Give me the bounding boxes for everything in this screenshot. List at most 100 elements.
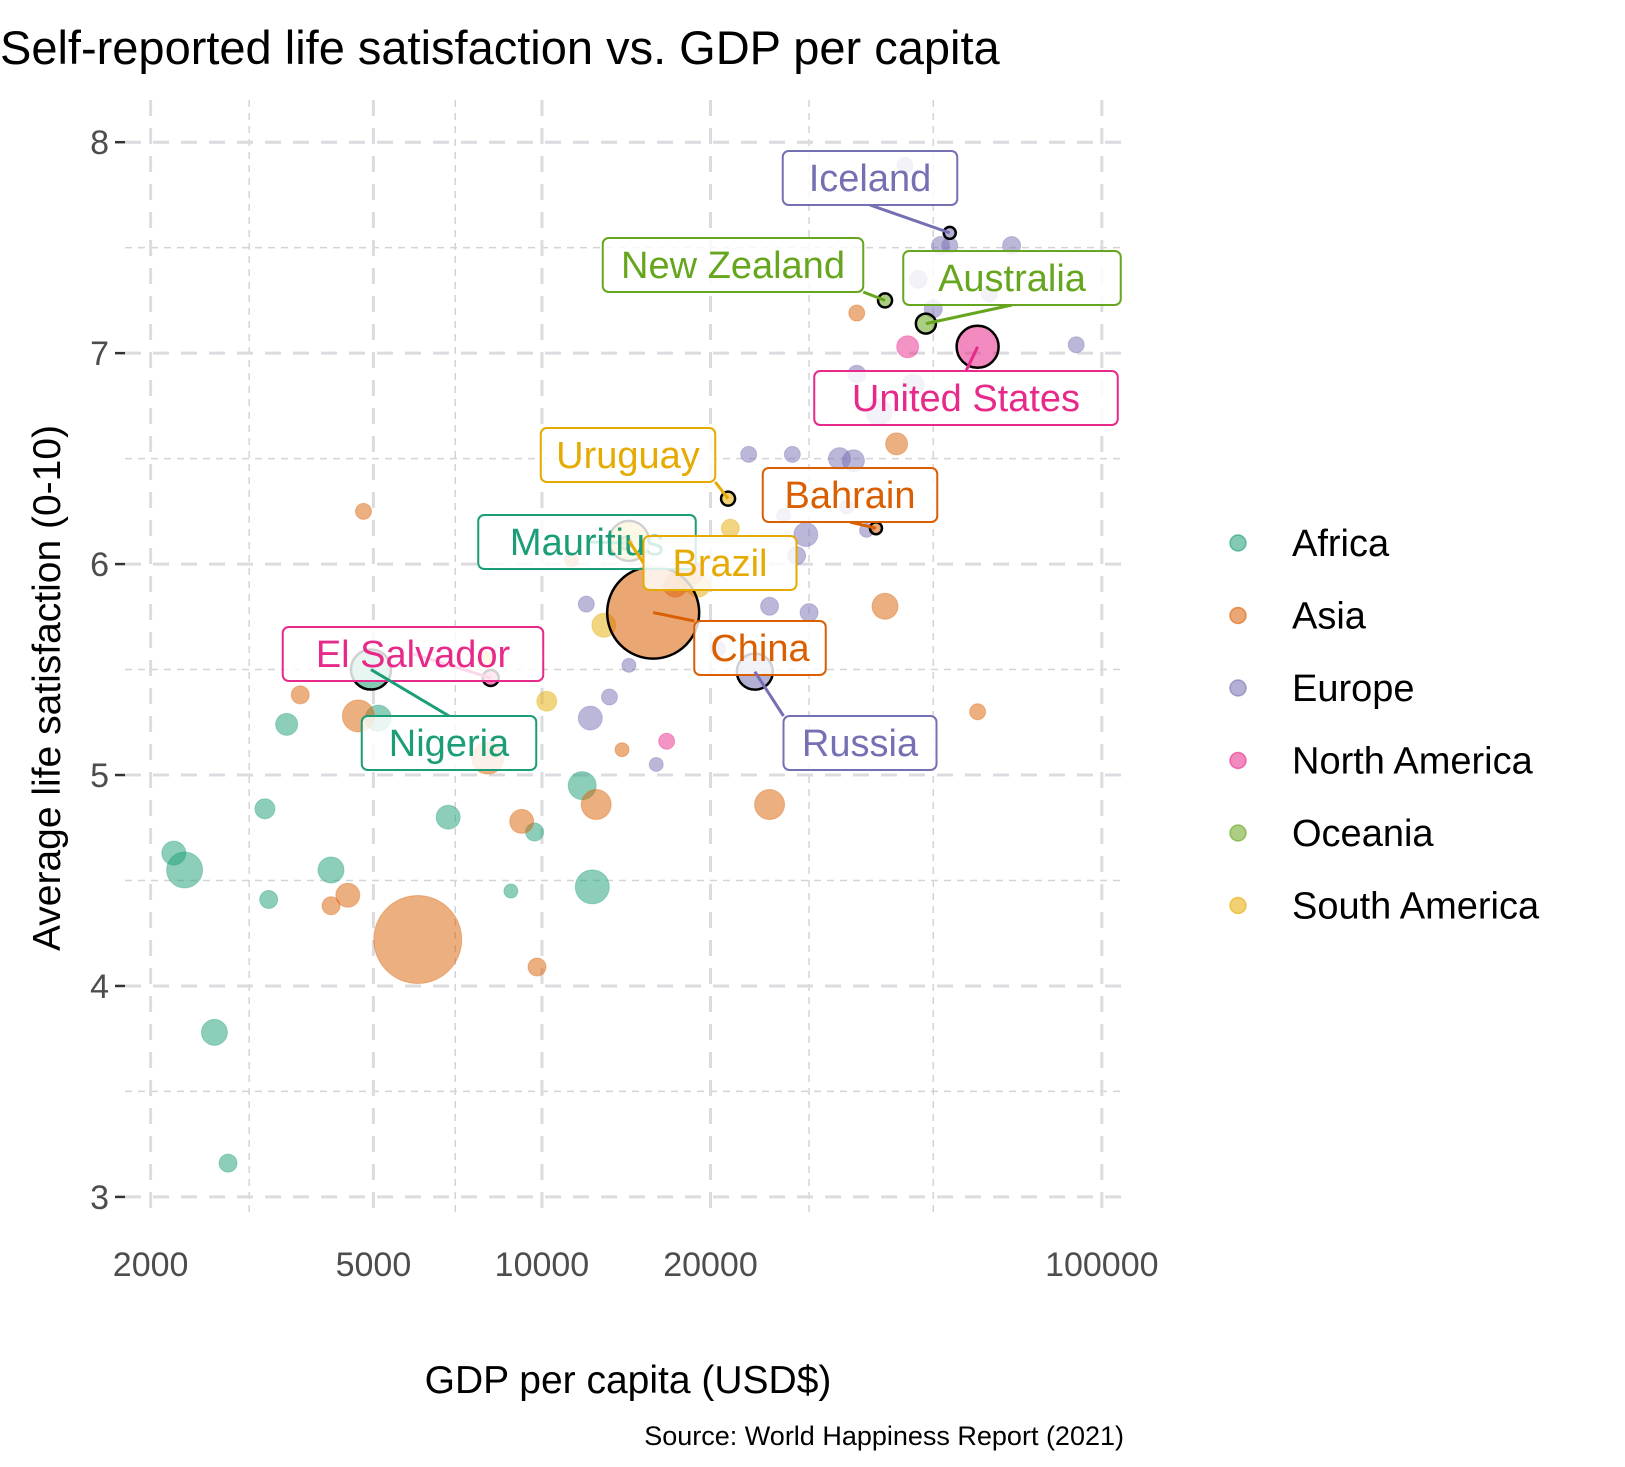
country-label-box	[761, 467, 939, 523]
legend-label: North America	[1292, 741, 1534, 783]
chart-caption: Source: World Happiness Report (2021)	[644, 1421, 1124, 1451]
data-point	[614, 742, 630, 758]
country-label-box	[782, 715, 938, 771]
country-label: Australia	[938, 258, 1087, 300]
data-point	[290, 685, 310, 705]
country-label: El Salvador	[316, 634, 511, 676]
country-label: China	[710, 628, 810, 670]
x-tick-label: 2000	[113, 1246, 189, 1284]
legend-label: Europe	[1292, 668, 1415, 710]
label-leader-line	[869, 203, 951, 235]
country-label-box	[281, 626, 545, 682]
y-tick-label: 5	[90, 757, 109, 795]
x-tick-label: 10000	[495, 1246, 590, 1284]
legend-marker	[1229, 679, 1247, 697]
data-point	[335, 882, 361, 908]
data-point	[648, 756, 664, 772]
data-point	[580, 789, 612, 821]
country-label: Iceland	[809, 158, 932, 200]
country-label-box	[902, 250, 1122, 306]
country-label: New Zealand	[621, 245, 845, 287]
data-point	[354, 502, 372, 520]
axes-layer: 3 4 5 6 7 8 2000 5000 10000 20000 100000	[90, 124, 1158, 1284]
data-point	[896, 335, 920, 359]
country-labels-layer: Iceland New Zealand Australia United States…	[281, 150, 1122, 771]
label-leader-line	[652, 611, 695, 623]
data-point	[574, 869, 610, 905]
x-axis-title: GDP per capita (USD$)	[425, 1359, 832, 1402]
label-leader-line	[370, 668, 450, 718]
data-point	[435, 804, 461, 830]
legend-label: South America	[1292, 886, 1540, 928]
y-axis-title: Average life satisfaction (0-10)	[26, 425, 69, 951]
data-point	[275, 712, 299, 736]
data-point	[871, 592, 899, 620]
data-point	[720, 518, 740, 538]
data-point	[317, 856, 345, 884]
legend: Africa Asia Europe North America Oceania Sout…	[1229, 523, 1540, 928]
data-point	[577, 595, 595, 613]
label-leader-line	[925, 303, 1013, 326]
data-point	[373, 895, 463, 985]
country-label: Brazil	[672, 543, 767, 585]
data-point	[536, 690, 558, 712]
country-label: Uruguay	[556, 435, 700, 477]
y-tick-label: 7	[90, 335, 109, 373]
country-label: United States	[852, 378, 1080, 420]
country-label-box	[693, 620, 827, 676]
label-leader-line	[627, 540, 645, 564]
country-label: Nigeria	[389, 723, 510, 765]
data-point	[760, 596, 780, 616]
data-point	[503, 883, 519, 899]
country-label-box	[813, 370, 1119, 426]
x-tick-label: 100000	[1045, 1246, 1158, 1284]
country-label-box	[360, 715, 538, 771]
legend-label: Africa	[1292, 523, 1390, 565]
data-point	[166, 851, 204, 889]
data-point	[1067, 336, 1085, 354]
country-label-box	[781, 150, 959, 206]
data-point	[509, 808, 535, 834]
data-point	[740, 445, 758, 463]
x-tick-label: 20000	[663, 1246, 758, 1284]
data-point	[259, 889, 279, 909]
data-point	[783, 445, 801, 463]
data-point	[621, 657, 637, 673]
label-leader-line	[849, 520, 877, 530]
data-point	[200, 1018, 228, 1046]
country-label-box	[601, 237, 865, 293]
y-tick-label: 8	[90, 124, 109, 162]
country-label-box	[539, 427, 717, 483]
y-tick-label: 4	[90, 968, 109, 1006]
country-label: Russia	[802, 723, 919, 765]
legend-marker	[1229, 751, 1247, 770]
label-leader-line	[964, 346, 979, 372]
legend-label: Oceania	[1292, 813, 1434, 855]
y-tick-label: 3	[90, 1179, 109, 1217]
data-point	[527, 957, 547, 977]
data-point	[799, 603, 819, 623]
country-label-box	[642, 535, 798, 591]
data-point	[577, 705, 603, 731]
legend-marker	[1229, 534, 1247, 552]
data-point	[218, 1153, 238, 1173]
data-point	[600, 688, 618, 706]
data-point	[658, 732, 676, 750]
data-point	[254, 798, 276, 820]
data-point	[754, 789, 786, 821]
chart-title: Self-reported life satisfaction vs. GDP …	[0, 21, 1001, 74]
legend-marker	[1229, 606, 1247, 625]
legend-marker	[1229, 824, 1247, 842]
legend-marker	[1229, 896, 1247, 915]
data-point	[885, 432, 909, 456]
label-leader-line	[862, 290, 886, 302]
data-point	[969, 703, 987, 721]
country-label: Bahrain	[785, 475, 916, 517]
y-tick-label: 6	[90, 546, 109, 584]
data-point	[321, 896, 341, 916]
data-point	[848, 304, 866, 322]
legend-label: Asia	[1292, 596, 1367, 638]
x-tick-label: 5000	[336, 1246, 412, 1284]
